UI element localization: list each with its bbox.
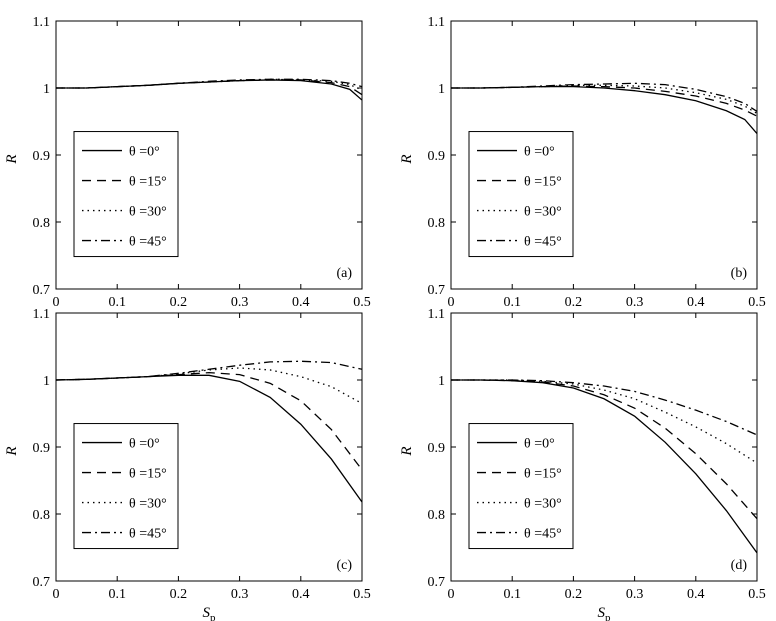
y-tick-label: 0.9 <box>33 149 51 164</box>
x-tick-label: 0.5 <box>353 295 371 310</box>
legend-entry-label: θ =0° <box>524 145 555 160</box>
x-tick-label: 0 <box>448 587 455 602</box>
legend-entry-label: θ =30° <box>524 205 562 220</box>
legend-entry-label: θ =30° <box>129 205 167 220</box>
x-tick-label: 0 <box>448 295 455 310</box>
y-axis-title: R <box>4 446 20 456</box>
x-tick-label: 0.2 <box>565 587 583 602</box>
x-axis-title: Sp <box>598 605 612 621</box>
y-tick-label: 0.8 <box>33 508 51 523</box>
legend-entry-label: θ =15° <box>524 175 562 190</box>
series-line-dotted <box>451 84 757 115</box>
series-line-dashed <box>451 85 757 117</box>
x-tick-label: 0.2 <box>170 587 188 602</box>
y-tick-label: 0.7 <box>33 283 51 298</box>
legend-box <box>73 423 179 550</box>
chart-panel-a: 0 0.1 0.2 0.3 0.4 0.5 0.7 0.8 0.9 1 1.1 R θ =0° θ =15… <box>4 15 371 310</box>
y-tick-label: 1 <box>43 374 50 389</box>
legend-entry-label: θ =0° <box>129 145 160 160</box>
x-tick-label: 0 <box>53 295 60 310</box>
legend-entry-label: θ =30° <box>129 497 167 512</box>
x-tick-label: 0.1 <box>108 295 126 310</box>
x-tick-label: 0.5 <box>353 587 371 602</box>
legend-entry-label: θ =0° <box>129 437 160 452</box>
y-tick-label: 0.9 <box>33 441 51 456</box>
x-tick-label: 0.5 <box>748 587 766 602</box>
legend: θ =0° θ =15° θ =30° θ =45° <box>468 423 574 550</box>
series-line-dashdot <box>451 379 757 436</box>
y-tick-label: 1.1 <box>428 307 446 322</box>
legend: θ =0° θ =15° θ =30° θ =45° <box>73 423 179 550</box>
y-tick-label: 1.1 <box>428 15 446 30</box>
y-tick-label: 1.1 <box>33 307 51 322</box>
x-tick-label: 0.3 <box>231 295 249 310</box>
legend-entry-label: θ =15° <box>524 467 562 482</box>
legend-entry-label: θ =45° <box>129 235 167 250</box>
x-tick-label: 0 <box>53 587 60 602</box>
x-tick-label: 0.4 <box>292 295 310 310</box>
y-tick-label: 0.7 <box>428 575 446 590</box>
y-tick-label: 1.1 <box>33 15 51 30</box>
chart-panel-b: 0 0.1 0.2 0.3 0.4 0.5 0.7 0.8 0.9 1 1.1 R θ =0° θ =15… <box>399 15 766 310</box>
x-tick-label: 0.5 <box>748 295 766 310</box>
x-tick-label: 0.4 <box>292 587 310 602</box>
legend-box <box>468 423 574 550</box>
y-tick-label: 0.7 <box>428 283 446 298</box>
panel-label: (c) <box>336 558 352 573</box>
y-tick-label: 0.9 <box>428 149 446 164</box>
x-tick-label: 0.3 <box>626 587 644 602</box>
x-tick-label: 0.2 <box>565 295 583 310</box>
x-tick-label: 0.4 <box>687 295 705 310</box>
y-tick-label: 1 <box>438 374 445 389</box>
y-axis-title: R <box>399 446 415 456</box>
legend-entry-label: θ =45° <box>524 235 562 250</box>
y-tick-label: 0.8 <box>428 508 446 523</box>
legend-entry-label: θ =30° <box>524 497 562 512</box>
y-axis-title: R <box>4 154 20 164</box>
series-line-dashdot <box>56 360 362 381</box>
x-axis-title: Sp <box>203 605 217 621</box>
legend-entry-label: θ =0° <box>524 437 555 452</box>
legend-box <box>468 131 574 258</box>
series-line-dashdot <box>451 82 757 112</box>
legend: θ =0° θ =15° θ =30° θ =45° <box>468 131 574 258</box>
x-tick-label: 0.1 <box>108 587 126 602</box>
series-line-dotted <box>56 78 362 91</box>
x-tick-label: 0.3 <box>231 587 249 602</box>
y-tick-label: 0.9 <box>428 441 446 456</box>
panel-label: (b) <box>731 266 748 281</box>
y-tick-label: 0.8 <box>33 216 51 231</box>
series-line-dashdot <box>56 78 362 89</box>
x-tick-label: 0.1 <box>503 587 521 602</box>
series-line-dashed <box>56 79 362 96</box>
x-tick-label: 0.3 <box>626 295 644 310</box>
legend-entry-label: θ =45° <box>524 527 562 542</box>
legend-entry-label: θ =15° <box>129 175 167 190</box>
y-tick-label: 0.8 <box>428 216 446 231</box>
legend-entry-label: θ =45° <box>129 527 167 542</box>
y-axis-title: R <box>399 154 415 164</box>
y-tick-label: 0.7 <box>33 575 51 590</box>
panel-label: (d) <box>731 558 748 573</box>
panel-label: (a) <box>336 266 352 281</box>
series-line-solid <box>451 86 757 134</box>
legend-entry-label: θ =15° <box>129 467 167 482</box>
series-line-solid <box>56 79 362 101</box>
y-tick-label: 1 <box>438 82 445 97</box>
x-tick-label: 0.2 <box>170 295 188 310</box>
x-tick-label: 0.4 <box>687 587 705 602</box>
y-tick-label: 1 <box>43 82 50 97</box>
legend: θ =0° θ =15° θ =30° θ =45° <box>73 131 179 258</box>
legend-box <box>73 131 179 258</box>
x-tick-label: 0.1 <box>503 295 521 310</box>
